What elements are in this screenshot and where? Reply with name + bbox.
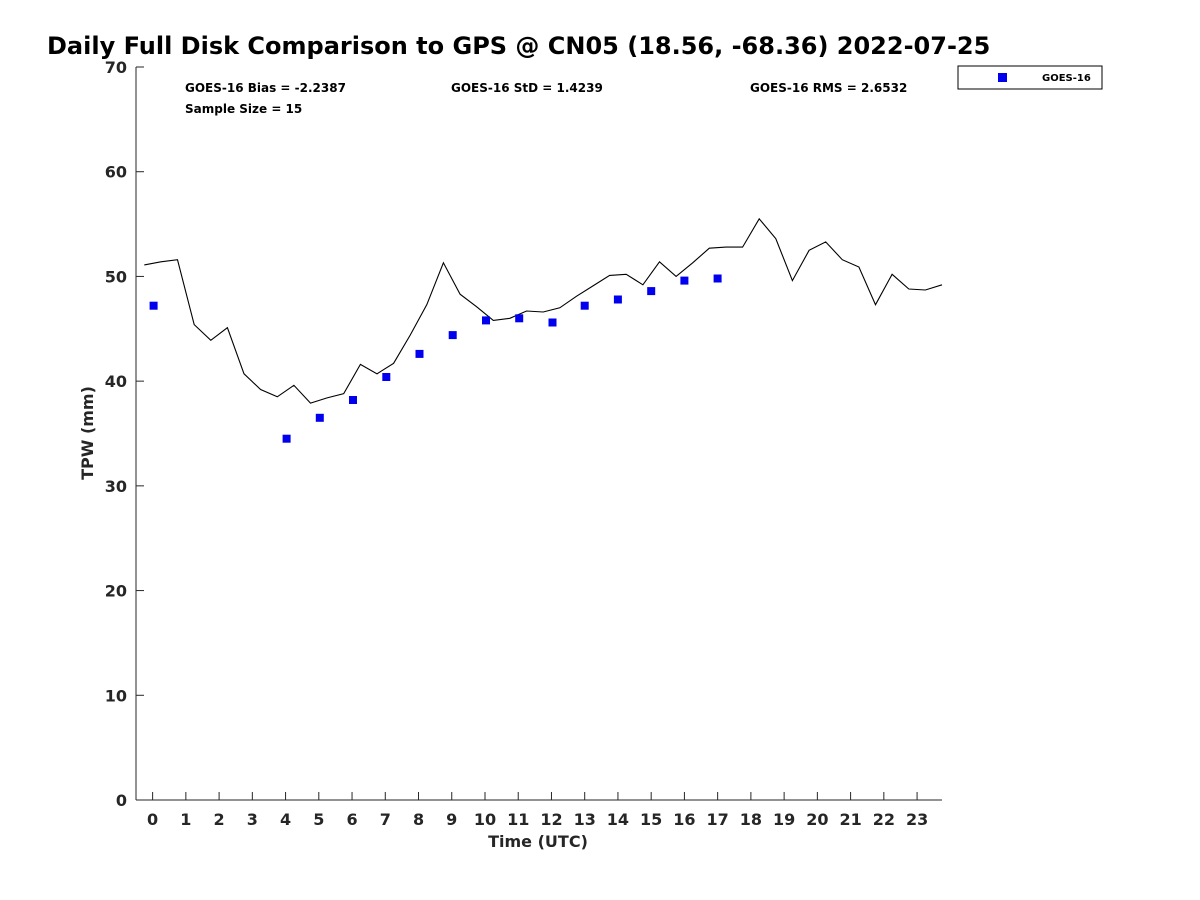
goes16-point (713, 274, 722, 283)
gps-series-line (144, 217, 943, 404)
goes16-point (613, 295, 622, 304)
x-tick-label: 22 (873, 810, 895, 829)
x-tick-label: 12 (540, 810, 562, 829)
legend: GOES-16 (957, 65, 1103, 90)
x-tick-label: 18 (740, 810, 762, 829)
x-tick-label: 4 (280, 810, 291, 829)
gps-line-group (144, 217, 943, 404)
y-tick-label: 20 (105, 582, 127, 601)
x-tick-label: 3 (247, 810, 258, 829)
stat-rms: GOES-16 RMS = 2.6532 (750, 81, 907, 95)
plot-area: 0 1 2 3 4 5 6 7 8 9 10 11 12 13 14 15 16 17 18 19 20 21 22 23 0… (105, 58, 943, 829)
x-tick-label: 20 (806, 810, 828, 829)
x-tick-label: 1 (180, 810, 191, 829)
goes16-point (149, 301, 158, 310)
x-tick-label: 14 (607, 810, 629, 829)
y-tick-label: 0 (116, 791, 127, 810)
x-tick-label: 0 (147, 810, 158, 829)
goes16-point (680, 276, 689, 285)
goes16-point (515, 314, 524, 323)
legend-box (957, 65, 1103, 90)
x-tick-label: 17 (707, 810, 729, 829)
x-tick-label: 23 (906, 810, 928, 829)
goes16-point (382, 373, 391, 381)
x-tick-label: 19 (773, 810, 795, 829)
y-axis-label: TPW (mm) (78, 386, 97, 480)
stat-sample-size: Sample Size = 15 (185, 102, 302, 116)
x-tick-label: 16 (673, 810, 695, 829)
goes16-point (482, 316, 490, 325)
goes16-point (647, 287, 656, 296)
x-tick-label: 15 (640, 810, 662, 829)
y-tick-label: 60 (105, 163, 127, 182)
axes (135, 66, 942, 801)
x-tick-label: 5 (313, 810, 324, 829)
stat-bias: GOES-16 Bias = -2.2387 (185, 81, 346, 95)
x-tick-label: 11 (507, 810, 529, 829)
y-tick-label: 30 (105, 477, 127, 496)
goes16-point (282, 434, 291, 443)
legend-marker-goes16 (998, 73, 1007, 82)
x-tick-labels: 0 1 2 3 4 5 6 7 8 9 10 11 12 13 14 15 16 17 18 19 20 21 22 23 (147, 810, 928, 829)
goes16-point (415, 349, 424, 358)
legend-label-goes16: GOES-16 (1042, 73, 1091, 84)
chart-title: Daily Full Disk Comparison to GPS @ CN05… (47, 32, 990, 60)
y-tick-label: 50 (105, 267, 127, 286)
x-tick-label: 6 (346, 810, 357, 829)
x-tick-label: 8 (413, 810, 424, 829)
x-tick-label: 21 (839, 810, 861, 829)
y-tick-label: 40 (105, 372, 127, 391)
goes16-point (448, 331, 457, 340)
stat-std: GOES-16 StD = 1.4239 (451, 81, 603, 95)
goes16-point (315, 413, 324, 422)
goes16-markers (149, 274, 722, 443)
y-tick-label: 10 (105, 686, 127, 705)
goes16-point (580, 301, 589, 310)
y-tick-labels: 0 10 20 30 40 50 60 70 (105, 58, 127, 810)
x-tick-label: 9 (446, 810, 457, 829)
x-tick-label: 7 (380, 810, 391, 829)
x-tick-label: 13 (574, 810, 596, 829)
goes16-point (349, 396, 357, 404)
goes16-point (548, 318, 557, 327)
y-tick-label: 70 (105, 58, 127, 77)
x-tick-label: 10 (474, 810, 496, 829)
x-axis-label: Time (UTC) (488, 832, 588, 851)
x-tick-label: 2 (214, 810, 225, 829)
